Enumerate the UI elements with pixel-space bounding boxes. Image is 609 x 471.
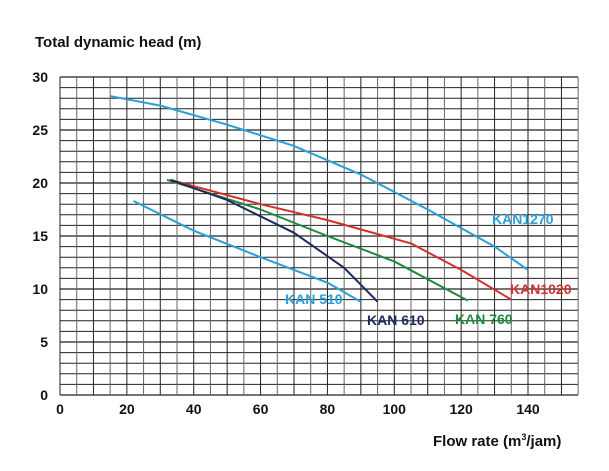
x-tick-label: 80	[320, 401, 336, 417]
x-tick-label: 140	[516, 401, 540, 417]
series-line-kan1020	[170, 178, 512, 301]
series-label: KAN1020	[510, 281, 572, 297]
series-line-kan760	[166, 178, 469, 302]
x-tick-label: 120	[449, 401, 473, 417]
y-tick-label: 30	[32, 69, 48, 85]
series-line-kan610	[169, 178, 379, 303]
y-tick-label: 0	[40, 387, 48, 403]
x-axis-title-suffix: /jam)	[526, 433, 562, 450]
x-axis-title: Flow rate (m3/jam)	[433, 432, 561, 450]
y-axis-title: Total dynamic head (m)	[35, 34, 202, 51]
series-label: KAN 510	[285, 291, 343, 307]
y-tick-label: 10	[32, 281, 48, 297]
series-label: KAN1270	[492, 211, 554, 227]
y-tick-label: 25	[32, 122, 48, 138]
series-line-kan510	[133, 200, 362, 303]
series-line-kan1270	[109, 95, 529, 271]
y-tick-label: 20	[32, 175, 48, 191]
y-tick-label: 15	[32, 228, 48, 244]
x-tick-label: 0	[56, 401, 64, 417]
x-tick-label: 60	[253, 401, 269, 417]
x-axis-title-sup: 3	[521, 432, 527, 442]
y-tick-label: 5	[40, 334, 48, 350]
series-label: KAN 760	[455, 311, 513, 327]
x-tick-label: 100	[383, 401, 407, 417]
x-axis-title-prefix: Flow rate (m	[433, 433, 522, 450]
x-tick-label: 40	[186, 401, 202, 417]
series-label: KAN 610	[367, 312, 425, 328]
x-tick-label: 20	[119, 401, 135, 417]
